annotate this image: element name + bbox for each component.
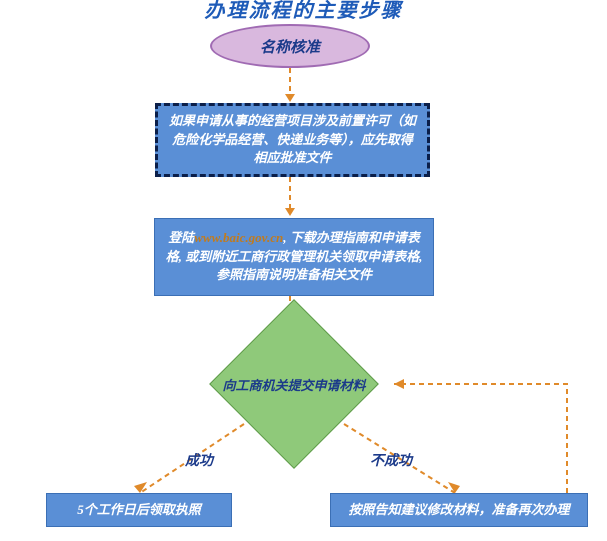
node-success: 5个工作日后领取执照: [46, 493, 232, 527]
connector-2: [289, 177, 291, 210]
node-precondition-label: 如果申请从事的经营项目涉及前置许可（如危险化学品经营、快递业务等），应先取得相应…: [168, 112, 417, 169]
node-name-approval: 名称核准: [210, 24, 370, 68]
node-submit-label: 向工商机关提交申请材料: [222, 375, 365, 394]
connector-1: [289, 68, 291, 96]
node-submit: 向工商机关提交申请材料: [194, 334, 394, 434]
node-download: 登陆www.baic.gov.cn, 下载办理指南和申请表格, 或到附近工商行政…: [154, 218, 434, 296]
edge-label-fail: 不成功: [370, 450, 412, 470]
edge-label-success: 成功: [185, 450, 213, 470]
node-download-pre: 登陆: [168, 230, 194, 245]
node-fail: 按照告知建议修改材料，准备再次办理: [330, 493, 588, 527]
node-name-approval-label: 名称核准: [260, 36, 320, 57]
header-title: 办理流程的主要步骤: [0, 0, 607, 23]
node-success-label: 5个工作日后领取执照: [77, 501, 201, 520]
node-download-url: www.baic.gov.cn: [194, 230, 283, 245]
node-precondition: 如果申请从事的经营项目涉及前置许可（如危险化学品经营、快递业务等），应先取得相应…: [155, 103, 430, 177]
arrow-1: [285, 94, 295, 102]
flowchart-canvas: 办理流程的主要步骤 名称核准 如果申请从事的经营项目涉及前置许可（如危险化学品经…: [0, 0, 607, 541]
node-fail-label: 按照告知建议修改材料，准备再次办理: [348, 501, 569, 520]
arrow-2: [285, 208, 295, 216]
node-download-label: 登陆www.baic.gov.cn, 下载办理指南和申请表格, 或到附近工商行政…: [165, 229, 423, 286]
